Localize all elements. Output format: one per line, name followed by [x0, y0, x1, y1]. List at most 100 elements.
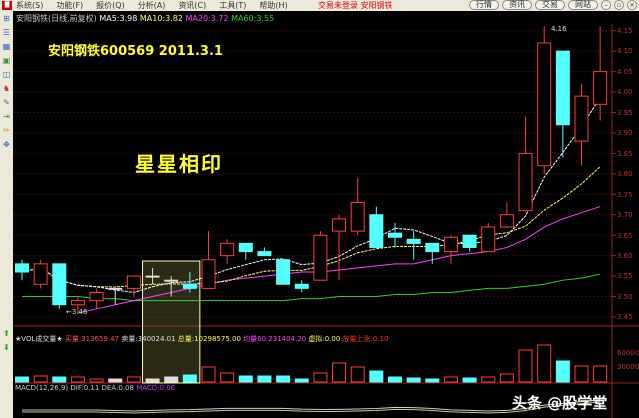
candle-body [593, 71, 608, 105]
menu-help[interactable]: 帮助(H) [259, 1, 288, 10]
restore-icon[interactable]: ▫ [614, 0, 624, 10]
candle-body [443, 236, 458, 253]
up-arrow-icon[interactable]: ⬆ [3, 329, 10, 338]
volume-bar [145, 378, 160, 383]
volume-bar [499, 373, 514, 383]
y-tick-label: 3.90 [617, 129, 633, 138]
buy-volume: 买量:313659.47 [64, 335, 120, 343]
volume-bar [33, 375, 48, 383]
candle-body [499, 214, 514, 228]
volume-bar [388, 376, 402, 383]
macd-dea: DEA:0.08 [101, 384, 134, 392]
low-price-label: ←3.46 [66, 308, 88, 316]
y-tick-label: 3.45 [617, 313, 633, 322]
volume-header: ★VOL成交量★ 买量:313659.47 卖量:340024.01 总量:10… [15, 334, 389, 344]
candle-body [537, 42, 552, 167]
menu-tools[interactable]: 工具(T) [219, 1, 247, 10]
y-tick-label: 3.85 [617, 149, 633, 158]
candle-body [89, 291, 104, 302]
candle-body [332, 218, 347, 232]
volume-bar [518, 349, 533, 383]
y-tick-label: 3.75 [617, 190, 633, 199]
draw-icon[interactable]: ✎ [3, 98, 10, 107]
stock-annotation: 安阳钢铁600569 2011.3.1 [48, 44, 223, 59]
macd-dif: DIF:0.11 [70, 384, 100, 392]
watermark: 头条 @股学堂 [512, 394, 608, 412]
y-tick-label: 4.00 [617, 88, 633, 97]
stock-icon[interactable]: ♞ [2, 84, 11, 93]
app-logo-icon: ▇ [2, 1, 12, 10]
candle-body [555, 50, 570, 126]
y-tick-label: 3.50 [617, 292, 633, 301]
move-icon[interactable]: ✥ [3, 140, 10, 149]
volume-bar [369, 370, 384, 383]
volume-bar [574, 365, 589, 383]
menu-bar: ▇ 系统(S) 功能(F) 报价(Q) 分析(A) 资讯(C) 工具(T) 帮助… [0, 0, 639, 11]
volume-bar [443, 376, 458, 383]
volume-bar [164, 376, 179, 383]
ma5-value: MA5:3.98 [99, 14, 138, 23]
volume-bar [332, 362, 347, 383]
volume-bar [257, 375, 272, 383]
pencil-icon[interactable]: ✏ [3, 126, 10, 135]
trade-status: 交易未登录 安阳钢铁 [318, 1, 393, 10]
ma10-line [21, 166, 601, 288]
ma20-value: MA20:3.72 [185, 14, 229, 23]
candle-body [33, 263, 48, 285]
menu-quote[interactable]: 报价(Q) [96, 1, 125, 10]
y-tick-label: 4.10 [617, 47, 633, 56]
candle-body [70, 300, 85, 306]
volume-bar [276, 375, 291, 383]
ma5-line [21, 97, 601, 293]
volume-bar [350, 366, 365, 383]
candle-body [257, 251, 272, 257]
grid-icon[interactable]: ▦ [2, 42, 11, 51]
volume-bar [294, 378, 309, 383]
candle-body [182, 283, 197, 289]
left-toolbar: ⊞ ☰ ▦ ▣ ◫ ♞ ✎ ⇥ ✏ ✥ ⬆ ⬇ [0, 11, 13, 418]
menu-info[interactable]: 资讯(C) [178, 1, 207, 10]
avg-volume-60: 均量60 231404.20 [243, 335, 307, 343]
candle-body [15, 263, 29, 273]
macd-header: MACD(12,26,9) DIF:0.11 DEA:0.08 MACD:0.0… [15, 384, 175, 392]
volume-bar [108, 378, 123, 383]
ma60-line [22, 273, 601, 302]
close-icon[interactable]: × [627, 0, 637, 10]
ma10-value: MA10:3.82 [139, 14, 183, 23]
menu-analysis[interactable]: 分析(A) [137, 1, 166, 10]
window-icon[interactable]: ◫ [2, 70, 11, 79]
candle-body [481, 226, 496, 253]
y-tick-label: 4.05 [617, 67, 633, 76]
chart-icon[interactable]: ▣ [2, 56, 11, 65]
candle-body [220, 242, 235, 257]
y-tick-label: 3.95 [617, 108, 633, 117]
y-tick-label: 3.55 [617, 272, 633, 281]
macd-title: MACD(12,26,9) [15, 384, 69, 392]
zoom-icon[interactable]: ⊞ [3, 14, 10, 23]
sell-volume: 卖量:340024.01 [121, 335, 176, 343]
chart-title-line: 安阳钢铁(日线,前复权) MA5:3.98 MA10:3.82 MA20:3.7… [16, 13, 274, 24]
info-button[interactable]: 资讯 [502, 0, 532, 10]
macd-value: MACD:0.06 [136, 384, 176, 392]
export-icon[interactable]: ⇥ [3, 112, 10, 121]
candle-body [201, 259, 216, 289]
trade-button[interactable]: 交易 [535, 0, 565, 10]
website-button[interactable]: 网站 [568, 0, 598, 10]
y-tick-label: 3.80 [617, 170, 633, 179]
stock-name: 安阳钢铁(日线,前复权) [16, 14, 97, 23]
volume-bar [220, 372, 235, 383]
quote-button[interactable]: 行情 [469, 0, 499, 10]
candle-body [164, 279, 179, 282]
menu-function[interactable]: 功能(F) [56, 1, 84, 10]
ma60-value: MA60:3.55 [231, 14, 275, 23]
menu-system[interactable]: 系统(S) [16, 1, 44, 10]
candle-body [294, 283, 309, 289]
list-icon[interactable]: ☰ [2, 28, 11, 37]
minimize-icon[interactable]: – [601, 0, 611, 10]
volume-bar [481, 376, 496, 383]
y-tick-label: 4.15 [617, 27, 633, 35]
high-price-label: 4.16 [551, 25, 567, 33]
down-arrow-icon[interactable]: ⬇ [3, 343, 10, 352]
candle-body [369, 214, 384, 248]
